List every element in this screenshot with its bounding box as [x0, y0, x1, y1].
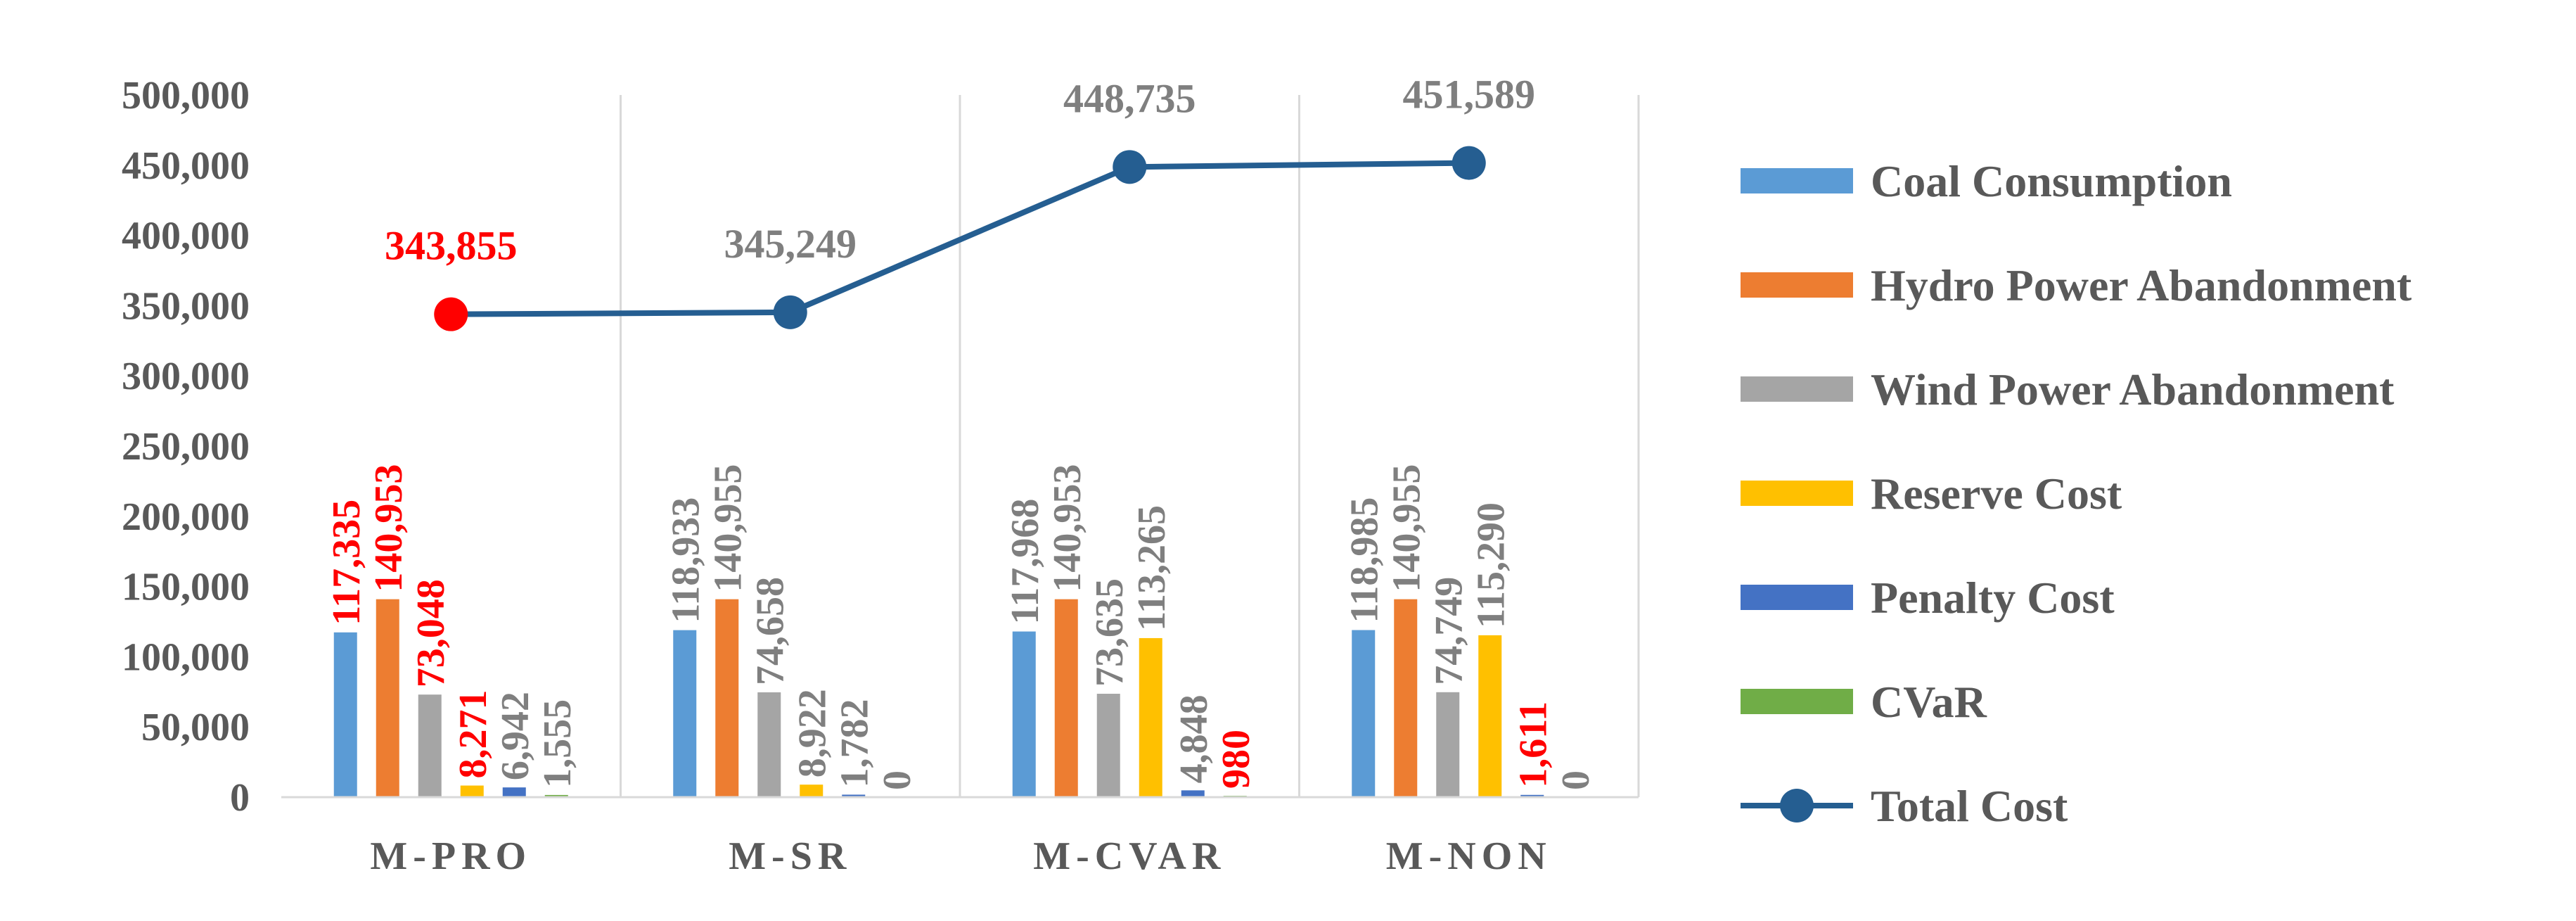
bar [1181, 790, 1205, 797]
bar-data-label: 73,635 [1088, 578, 1132, 687]
legend-swatch [1741, 585, 1853, 610]
total-cost-label: 451,589 [1403, 72, 1536, 117]
bar [757, 692, 781, 797]
bar [376, 599, 399, 797]
y-tick-label: 150,000 [122, 566, 250, 609]
bar-data-label: 8,922 [791, 689, 835, 777]
bar [1478, 635, 1502, 797]
y-tick-label: 0 [230, 776, 250, 820]
bar-data-label: 117,968 [1004, 499, 1047, 625]
bar-data-label: 113,265 [1130, 505, 1174, 631]
bar-data-label: 140,955 [707, 464, 750, 592]
legend-swatch [1741, 168, 1853, 193]
bar-data-label: 0 [1554, 770, 1598, 790]
bar-data-label: 118,933 [665, 497, 708, 623]
legend-label: Coal Consumption [1871, 156, 2232, 206]
bar [1436, 692, 1460, 797]
bar [842, 794, 866, 797]
legend: Coal Consumption Hydro Power Abandonment W… [1741, 156, 2412, 831]
x-tick-label: M-NON [1386, 834, 1552, 878]
x-axis: M-PRO M-SR M-CVAR M-NON [281, 796, 1639, 878]
bar-data-label: 74,658 [749, 577, 793, 685]
bar-data-label: 6,942 [494, 692, 537, 780]
total-cost-line: 343,855 345,249 448,735 451,589 [385, 72, 1535, 331]
bar-data-label: 74,749 [1428, 577, 1471, 685]
bar-data-label: 4,848 [1172, 694, 1216, 783]
bar-data-label: 140,953 [367, 464, 411, 592]
legend-label: Reserve Cost [1871, 469, 2122, 519]
legend-swatch [1741, 481, 1853, 506]
bar-data-label: 117,335 [325, 500, 369, 625]
bar [1352, 630, 1376, 797]
bar-data-label: 8,271 [451, 690, 495, 778]
legend-label: CVaR [1871, 677, 1987, 727]
legend-swatch [1741, 376, 1853, 402]
y-tick-label: 100,000 [122, 635, 250, 679]
bar-data-label: 980 [1215, 730, 1258, 789]
legend-label: Wind Power Abandonment [1871, 364, 2395, 414]
bar [1012, 631, 1036, 797]
y-tick-label: 250,000 [122, 425, 250, 469]
bar-data-label: 140,955 [1385, 464, 1429, 592]
y-tick-label: 350,000 [122, 284, 250, 328]
legend-swatch [1741, 689, 1853, 714]
bar-data-label: 1,782 [833, 699, 877, 787]
total-cost-label: 345,249 [724, 221, 857, 267]
bar [544, 794, 568, 797]
legend-label: Penalty Cost [1871, 573, 2115, 623]
x-tick-label: M-PRO [370, 834, 532, 878]
bar [1139, 637, 1162, 797]
bar [333, 632, 357, 797]
y-tick-label: 50,000 [141, 706, 250, 749]
bar [502, 787, 526, 797]
bar [800, 785, 824, 797]
bar [1394, 599, 1418, 797]
total-cost-point [1113, 150, 1147, 184]
total-cost-label: 448,735 [1063, 75, 1196, 121]
bar-data-labels: 117,335140,95373,0488,2716,9421,555118,9… [325, 464, 1598, 790]
bar-data-label: 1,611 [1512, 701, 1556, 788]
legend-swatch [1741, 272, 1853, 298]
bars [333, 599, 1544, 797]
bar-data-label: 1,555 [536, 699, 579, 788]
grid-lines [620, 95, 1640, 797]
bar [715, 599, 739, 797]
total-cost-polyline [451, 160, 1469, 317]
bar-data-label: 140,953 [1046, 464, 1089, 592]
total-cost-point [773, 295, 807, 329]
bar-data-label: 118,985 [1343, 497, 1387, 623]
legend-line-marker [1780, 789, 1814, 822]
legend-label: Total Cost [1871, 781, 2068, 831]
bar-data-label: 73,048 [409, 579, 453, 687]
total-cost-point [1452, 146, 1486, 180]
legend-label: Hydro Power Abandonment [1871, 260, 2412, 310]
y-tick-label: 450,000 [122, 144, 250, 188]
total-cost-label: 343,855 [385, 223, 518, 269]
bar [1054, 599, 1078, 797]
x-tick-label: M-CVAR [1033, 834, 1226, 878]
y-tick-label: 500,000 [122, 74, 250, 117]
bar [418, 694, 442, 797]
bar [673, 630, 697, 797]
bar-data-label: 0 [876, 770, 919, 790]
bar [460, 785, 484, 797]
total-cost-point [434, 297, 468, 331]
y-tick-label: 300,000 [122, 355, 250, 398]
bar-data-label: 115,290 [1470, 502, 1513, 628]
y-tick-label: 200,000 [122, 495, 250, 539]
bar [1520, 794, 1544, 797]
y-tick-label: 400,000 [122, 215, 250, 258]
y-axis: 0 50,000 100,000 150,000 200,000 250,000 300,0… [122, 74, 250, 820]
bar [1096, 694, 1120, 797]
x-tick-label: M-SR [729, 834, 852, 878]
